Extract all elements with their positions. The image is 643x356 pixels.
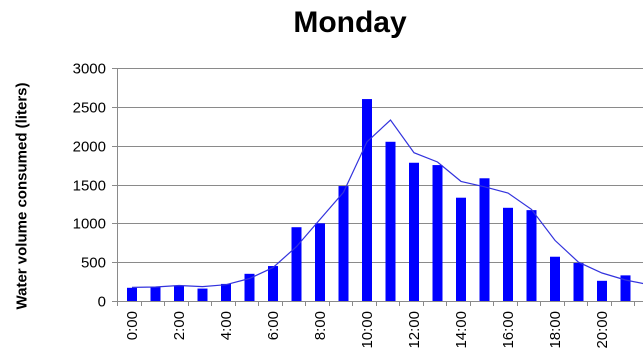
chart-title: Monday	[293, 6, 407, 39]
bar	[221, 283, 231, 301]
x-tick-label: 8:00	[312, 311, 329, 340]
y-tick-label: 1000	[73, 216, 106, 233]
bar	[244, 273, 255, 301]
bar	[597, 280, 607, 301]
bar	[291, 227, 302, 301]
bar	[479, 178, 490, 301]
bar	[197, 288, 208, 301]
bar	[338, 186, 349, 301]
bar-series	[127, 99, 631, 301]
bar	[620, 275, 631, 301]
bar	[150, 287, 161, 301]
bar	[456, 197, 466, 301]
x-tick-label: 20:00	[594, 311, 611, 349]
x-tick-label: 18:00	[547, 311, 564, 349]
trend-line	[131, 119, 643, 288]
x-tick-label: 0:00	[124, 311, 141, 340]
x-tick-label: 6:00	[265, 311, 282, 340]
y-axis-ticks: 0 500 1000 1500 2000 2500 3000	[73, 61, 117, 311]
bar	[573, 262, 584, 301]
x-tick-label: 14:00	[453, 311, 470, 349]
y-tick-label: 3000	[73, 61, 106, 78]
y-tick-label: 2500	[73, 100, 106, 117]
y-tick-label: 2000	[73, 139, 106, 156]
x-tick-label: 10:00	[359, 311, 376, 349]
x-tick-label: 2:00	[171, 311, 188, 340]
bar	[550, 256, 560, 301]
x-axis-ticks: 0:00 2:00 4:00 6:00 8:00 10:00 12:00 14:00 16:00…	[117, 301, 643, 349]
bar	[503, 207, 513, 301]
y-tick-label: 1500	[73, 178, 106, 195]
bar	[409, 162, 419, 301]
y-tick-label: 0	[98, 294, 106, 311]
bar	[268, 266, 278, 301]
bar	[362, 99, 372, 301]
bar	[127, 287, 137, 301]
bar	[432, 165, 443, 301]
x-tick-label: 12:00	[406, 311, 423, 349]
line-series	[131, 119, 643, 288]
bar	[174, 285, 184, 301]
x-tick-label: 4:00	[218, 311, 235, 340]
bar	[315, 223, 325, 301]
x-tick-label: 22:00	[641, 311, 643, 349]
x-tick-label: 16:00	[500, 311, 517, 349]
gridlines	[117, 68, 643, 306]
y-tick-label: 500	[81, 255, 106, 272]
bar	[385, 141, 396, 301]
bar	[526, 210, 537, 301]
